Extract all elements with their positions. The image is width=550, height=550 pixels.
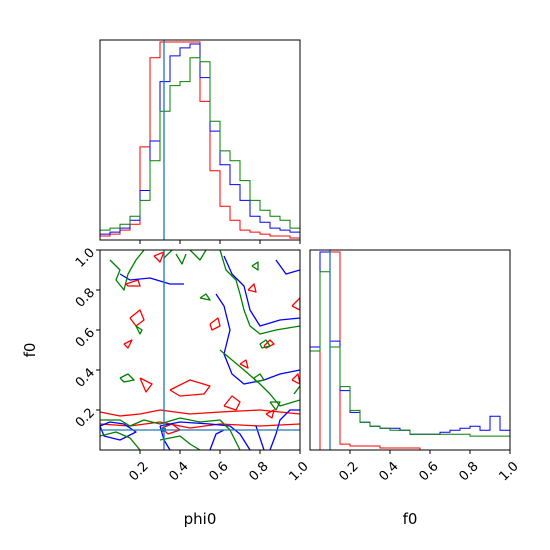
contour-green-16 xyxy=(135,325,143,335)
phi0-xtick-label-0.4: 0.4 xyxy=(166,459,191,484)
contour-red-16 xyxy=(265,409,275,419)
f0-hist-xtick-label-0.6: 0.6 xyxy=(416,459,441,484)
contour-green-0 xyxy=(100,417,241,450)
contour-green-6 xyxy=(163,250,173,259)
contour-red-14 xyxy=(247,283,257,293)
contour-blue-9 xyxy=(275,259,300,275)
contour-blue-1 xyxy=(159,421,251,450)
phi0-hist-red xyxy=(99,41,301,240)
phi0-xtick-label-0.6: 0.6 xyxy=(206,459,231,484)
contour-red-7 xyxy=(123,339,133,349)
phi0-f0-contour-panel: 0.2 0.4 0.6 0.8 1.0 0.2 0.4 0.6 0.8 1.0 xyxy=(73,245,312,484)
f0-hist-xtick-label-0.2: 0.2 xyxy=(336,459,361,484)
contour-green-10 xyxy=(199,293,211,301)
contour-green-12 xyxy=(253,373,265,383)
contour-green-5 xyxy=(109,250,145,291)
f0-hist-frame xyxy=(309,249,511,451)
f0-hist-xtick-label-1.0: 1.0 xyxy=(496,459,521,484)
phi0-hist-green xyxy=(99,57,301,240)
f0-histogram-panel: 0.2 0.4 0.6 0.8 1.0 xyxy=(309,249,522,484)
f0-ytick-label-0.2: 0.2 xyxy=(73,405,98,430)
contour-red-9 xyxy=(153,251,165,263)
y-axis-label-f0: f0 xyxy=(21,343,39,358)
contour-blue-4 xyxy=(215,293,300,385)
contour-red-11 xyxy=(239,359,249,369)
contour-green-14 xyxy=(293,385,300,395)
contour-green-2 xyxy=(159,435,201,450)
contour-truth-marker xyxy=(162,428,166,432)
f0-hist-xtick-label-0.8: 0.8 xyxy=(456,459,481,484)
x-axis-label-f0: f0 xyxy=(403,510,418,528)
phi0-xtick-label-0.2: 0.2 xyxy=(126,459,151,484)
x-axis-label-phi0: phi0 xyxy=(184,510,217,528)
contour-red-8 xyxy=(125,279,141,287)
contour-green-8 xyxy=(189,250,207,261)
contour-red-10 xyxy=(209,317,221,331)
contour-blue-5 xyxy=(223,255,300,327)
contour-red-4 xyxy=(223,395,241,411)
phi0-xtick-label-1.0: 1.0 xyxy=(286,459,311,484)
contour-red-5 xyxy=(139,377,153,393)
f0-ytick-label-0.6: 0.6 xyxy=(73,325,98,350)
contour-blue-0 xyxy=(100,421,137,441)
phi0-hist-frame xyxy=(99,39,301,241)
contour-red-6 xyxy=(129,309,145,327)
axis-labels: phi0 f0 f0 xyxy=(21,343,417,528)
f0-hist-green xyxy=(309,271,511,450)
contour-red-3 xyxy=(169,379,211,397)
contour-blue-3 xyxy=(209,429,225,450)
contour-green-4 xyxy=(219,349,300,407)
contour-frame xyxy=(99,249,301,451)
contour-green-7 xyxy=(175,253,187,265)
contour-red-13 xyxy=(291,297,300,311)
contour-green-1 xyxy=(100,431,141,450)
contour-green-11 xyxy=(259,339,271,349)
contour-green-3 xyxy=(219,250,300,335)
contour-green-15 xyxy=(269,401,281,411)
f0-ytick-label-0.8: 0.8 xyxy=(73,285,98,310)
f0-hist-xtick-label-0.4: 0.4 xyxy=(376,459,401,484)
contour-green-13 xyxy=(251,261,259,271)
f0-ytick-label-1.0: 1.0 xyxy=(73,245,98,270)
contour-lines xyxy=(100,250,300,450)
contour-red-0 xyxy=(100,409,300,417)
contour-green-9 xyxy=(119,373,135,383)
phi0-xtick-label-0.8: 0.8 xyxy=(246,459,271,484)
phi0-histogram-panel xyxy=(99,39,301,244)
contour-blue-6 xyxy=(269,409,300,450)
f0-ytick-label-0.4: 0.4 xyxy=(73,365,98,390)
contour-red-12 xyxy=(291,373,300,385)
